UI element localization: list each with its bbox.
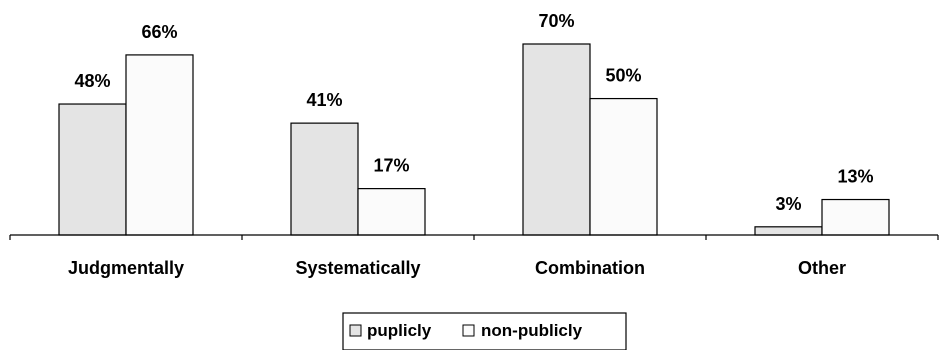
category-label-other: Other — [798, 258, 846, 278]
bar-puplicly-other — [754, 226, 823, 236]
data-label-puplicly-judgmentally: 48% — [74, 71, 110, 91]
bar-puplicly-combination — [522, 43, 591, 236]
bar-puplicly-systematically — [290, 122, 359, 236]
bar-non-publicly-judgmentally — [125, 54, 194, 236]
legend-label-non-publicly: non-publicly — [481, 321, 583, 340]
legend: puplicly non-publicly — [342, 312, 627, 350]
bar-non-publicly-other — [821, 198, 890, 236]
data-label-non-publicly-other: 13% — [837, 167, 873, 187]
legend-label-puplicly: puplicly — [367, 321, 432, 340]
legend-box — [342, 312, 627, 350]
category-label-judgmentally: Judgmentally — [68, 258, 184, 278]
category-label-combination: Combination — [535, 258, 645, 278]
data-label-non-publicly-judgmentally: 66% — [141, 22, 177, 42]
legend-swatch-non-publicly — [462, 324, 475, 337]
data-label-non-publicly-combination: 50% — [605, 66, 641, 86]
legend-swatch-puplicly — [349, 324, 362, 337]
category-label-systematically: Systematically — [295, 258, 420, 278]
data-label-puplicly-systematically: 41% — [306, 90, 342, 110]
bar-puplicly-judgmentally — [58, 103, 127, 236]
data-label-puplicly-combination: 70% — [538, 11, 574, 31]
bar-non-publicly-systematically — [357, 188, 426, 236]
bar-non-publicly-combination — [589, 97, 658, 236]
category-labels: Judgmentally Systematically Combination Oth… — [68, 258, 846, 278]
data-label-non-publicly-systematically: 17% — [373, 156, 409, 176]
x-axis-ticks — [9, 235, 939, 240]
data-label-puplicly-other: 3% — [775, 194, 801, 214]
plot-area: 48% 66% 41% 17% 70% 50% 3% 13% — [58, 11, 890, 236]
